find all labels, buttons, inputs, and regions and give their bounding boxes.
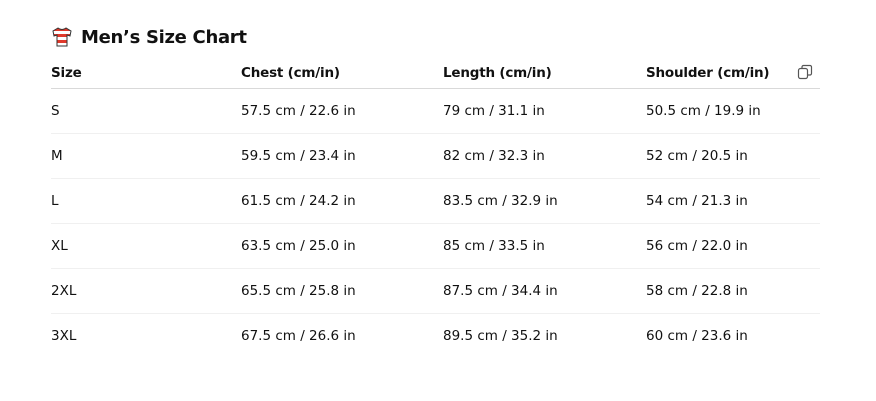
page-title: Men’s Size Chart (51, 26, 247, 48)
cell-size: M (51, 133, 241, 179)
header-shoulder: Shoulder (cm/in) (646, 58, 820, 89)
table-row: 3XL 67.5 cm / 26.6 in 89.5 cm / 35.2 in 60 … (51, 314, 820, 359)
cell-length: 85 cm / 33.5 in (443, 223, 646, 269)
cell-chest: 59.5 cm / 23.4 in (241, 133, 443, 179)
cell-size: S (51, 88, 241, 134)
cell-length: 89.5 cm / 35.2 in (443, 328, 558, 344)
cell-length: 87.5 cm / 34.4 in (443, 268, 646, 314)
table-row: 2XL 65.5 cm / 25.8 in 87.5 cm / 34.4 in 58 … (51, 268, 820, 314)
cell-chest: 67.5 cm / 26.6 in (241, 328, 356, 344)
cell-shoulder: 54 cm / 21.3 in (646, 178, 820, 224)
cell-size: XL (51, 223, 241, 269)
cell-chest: 65.5 cm / 25.8 in (241, 268, 443, 314)
table-row: XL 63.5 cm / 25.0 in 85 cm / 33.5 in 56 cm … (51, 223, 820, 269)
t-shirt-icon (52, 27, 72, 47)
header-chest: Chest (cm/in) (241, 58, 443, 89)
cell-chest: 57.5 cm / 22.6 in (241, 88, 443, 134)
cell-shoulder: 58 cm / 22.8 in (646, 268, 820, 314)
cell-shoulder: 56 cm / 22.0 in (646, 223, 820, 269)
cell-length: 82 cm / 32.3 in (443, 133, 646, 179)
table-row: S 57.5 cm / 22.6 in 79 cm / 31.1 in 50.5 cm… (51, 88, 820, 134)
cell-length: 79 cm / 31.1 in (443, 88, 646, 134)
cell-chest: 63.5 cm / 25.0 in (241, 223, 443, 269)
copy-icon[interactable] (797, 64, 813, 80)
table-row: M 59.5 cm / 23.4 in 82 cm / 32.3 in 52 cm /… (51, 133, 820, 179)
cell-shoulder: 50.5 cm / 19.9 in (646, 88, 820, 134)
cell-size: 2XL (51, 268, 241, 314)
cell-size: 3XL (51, 328, 77, 344)
table-header-row: Size Chest (cm/in) Length (cm/in) Should… (51, 58, 820, 89)
cell-length: 83.5 cm / 32.9 in (443, 178, 646, 224)
cell-shoulder: 60 cm / 23.6 in (646, 328, 748, 344)
header-length: Length (cm/in) (443, 58, 646, 89)
table-row: L 61.5 cm / 24.2 in 83.5 cm / 32.9 in 54 cm… (51, 178, 820, 224)
title-text: Men’s Size Chart (81, 26, 247, 48)
size-chart-table: Size Chest (cm/in) Length (cm/in) Should… (51, 58, 820, 358)
cell-chest: 61.5 cm / 24.2 in (241, 178, 443, 224)
cell-shoulder: 52 cm / 20.5 in (646, 133, 820, 179)
header-size: Size (51, 58, 241, 89)
cell-size: L (51, 178, 241, 224)
